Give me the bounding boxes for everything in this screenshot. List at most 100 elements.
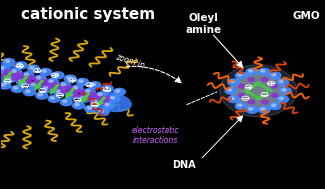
- Circle shape: [20, 74, 27, 78]
- Circle shape: [71, 85, 83, 92]
- FancyArrow shape: [81, 93, 90, 103]
- Circle shape: [36, 92, 48, 99]
- Circle shape: [59, 82, 71, 89]
- FancyArrow shape: [66, 88, 74, 98]
- Circle shape: [41, 85, 53, 92]
- Circle shape: [12, 71, 20, 76]
- Circle shape: [279, 97, 283, 100]
- Circle shape: [4, 75, 16, 82]
- Circle shape: [6, 77, 11, 79]
- Circle shape: [14, 87, 18, 89]
- Circle shape: [68, 93, 72, 96]
- Circle shape: [272, 74, 276, 76]
- Circle shape: [277, 79, 289, 86]
- Circle shape: [248, 78, 254, 81]
- Circle shape: [111, 97, 114, 99]
- Circle shape: [225, 88, 237, 94]
- FancyArrow shape: [4, 72, 12, 81]
- Text: electrostatic
interactions: electrostatic interactions: [132, 126, 179, 145]
- Circle shape: [77, 94, 85, 98]
- Circle shape: [58, 84, 65, 88]
- Circle shape: [230, 97, 234, 100]
- Circle shape: [24, 80, 32, 84]
- Circle shape: [0, 72, 4, 79]
- Circle shape: [72, 102, 84, 109]
- Circle shape: [46, 79, 58, 85]
- Circle shape: [248, 100, 255, 104]
- Circle shape: [61, 83, 65, 86]
- Circle shape: [238, 74, 242, 76]
- Circle shape: [105, 103, 109, 106]
- Ellipse shape: [231, 71, 285, 110]
- Circle shape: [96, 94, 103, 99]
- Circle shape: [29, 82, 41, 89]
- Circle shape: [27, 65, 39, 72]
- Circle shape: [52, 72, 64, 79]
- Circle shape: [227, 89, 231, 91]
- Circle shape: [103, 96, 111, 101]
- FancyArrow shape: [97, 97, 105, 107]
- Text: cationic system: cationic system: [21, 7, 155, 22]
- Circle shape: [277, 96, 289, 103]
- Circle shape: [249, 70, 253, 72]
- Circle shape: [16, 77, 24, 82]
- Circle shape: [80, 97, 85, 99]
- Circle shape: [19, 80, 23, 82]
- Circle shape: [54, 73, 58, 76]
- Circle shape: [23, 89, 35, 96]
- Circle shape: [113, 88, 125, 95]
- FancyArrow shape: [255, 92, 268, 100]
- Circle shape: [97, 109, 109, 116]
- Circle shape: [272, 104, 276, 106]
- Circle shape: [101, 85, 113, 92]
- Circle shape: [249, 108, 253, 110]
- Circle shape: [50, 82, 58, 86]
- Circle shape: [31, 83, 35, 86]
- Circle shape: [90, 99, 102, 105]
- Circle shape: [258, 106, 270, 113]
- Circle shape: [108, 95, 120, 102]
- Circle shape: [84, 88, 95, 95]
- Circle shape: [269, 103, 281, 109]
- Circle shape: [5, 60, 9, 62]
- Circle shape: [35, 78, 43, 82]
- Circle shape: [230, 80, 234, 83]
- Circle shape: [279, 80, 283, 83]
- Circle shape: [40, 68, 52, 75]
- Circle shape: [64, 75, 76, 82]
- Circle shape: [261, 70, 265, 72]
- Circle shape: [24, 73, 29, 76]
- Circle shape: [85, 105, 97, 112]
- FancyArrow shape: [19, 76, 28, 86]
- Circle shape: [0, 67, 4, 69]
- Circle shape: [54, 88, 62, 92]
- Circle shape: [78, 95, 90, 102]
- Circle shape: [271, 84, 278, 88]
- Circle shape: [103, 86, 108, 89]
- Circle shape: [246, 68, 258, 75]
- Circle shape: [62, 90, 70, 94]
- Circle shape: [27, 76, 35, 80]
- Circle shape: [235, 72, 247, 79]
- Circle shape: [50, 97, 55, 99]
- Circle shape: [239, 94, 245, 97]
- Circle shape: [92, 98, 100, 103]
- Circle shape: [22, 72, 34, 79]
- Circle shape: [47, 86, 54, 90]
- Circle shape: [49, 80, 53, 82]
- Circle shape: [18, 63, 22, 66]
- Circle shape: [10, 69, 22, 76]
- Circle shape: [73, 87, 78, 89]
- Text: zoom in: zoom in: [114, 52, 146, 70]
- Circle shape: [63, 100, 67, 102]
- Circle shape: [239, 84, 245, 88]
- Circle shape: [42, 70, 46, 72]
- Circle shape: [261, 108, 265, 110]
- Circle shape: [12, 70, 16, 72]
- Circle shape: [37, 77, 41, 79]
- Circle shape: [53, 89, 65, 96]
- Circle shape: [228, 96, 240, 103]
- Circle shape: [17, 79, 29, 86]
- Circle shape: [280, 88, 291, 94]
- FancyArrow shape: [249, 82, 261, 89]
